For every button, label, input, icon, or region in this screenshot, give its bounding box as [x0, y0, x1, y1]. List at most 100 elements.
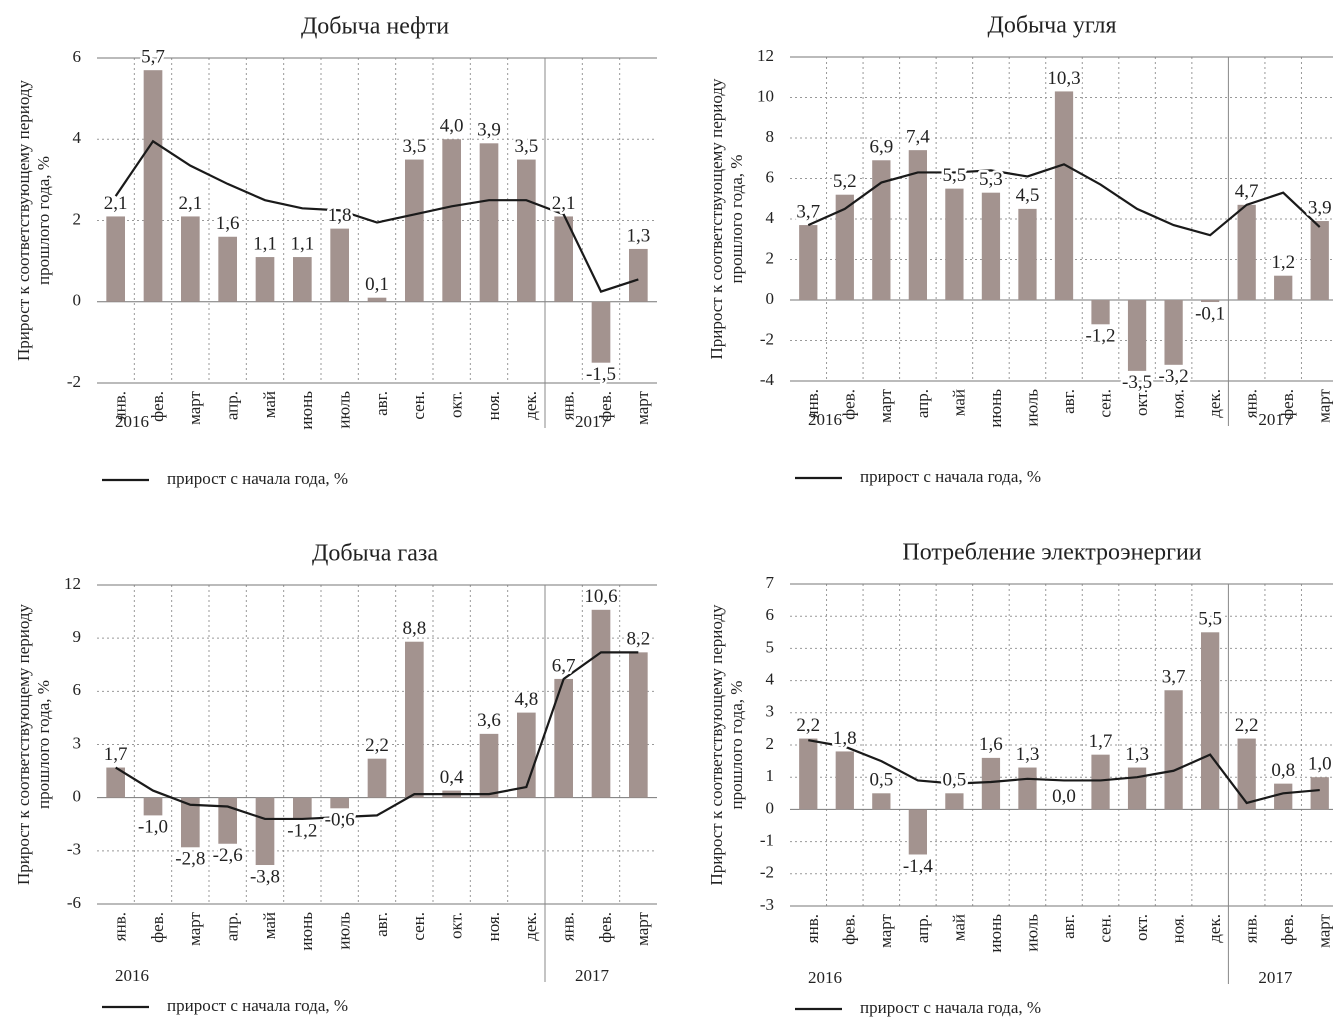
bar [908, 809, 927, 855]
x-tick-label: дек. [1205, 389, 1224, 418]
value-label: -3,5 [1122, 372, 1152, 393]
bar [1237, 204, 1256, 300]
x-tick-label: окт. [1132, 914, 1151, 941]
x-tick-label: июль [335, 391, 354, 429]
value-label: 3,9 [477, 120, 501, 141]
value-label: 0,1 [365, 274, 389, 295]
legend-label: прирост с начала года, % [167, 469, 348, 488]
bar [330, 228, 349, 302]
x-tick-label: фев. [840, 389, 859, 420]
value-label: 5,5 [1198, 609, 1222, 630]
bar [181, 216, 200, 302]
value-label: 3,7 [796, 201, 820, 222]
x-tick-label: июнь [986, 914, 1005, 953]
x-tick-label: март [185, 390, 204, 424]
y-axis-label: Прирост к соответствующему периоду [707, 78, 726, 360]
bar [367, 297, 387, 302]
x-tick-label: фев. [596, 391, 615, 422]
value-label: -0,1 [1195, 303, 1225, 324]
x-tick-label: ноя. [1169, 389, 1188, 418]
x-tick-label: май [949, 914, 968, 941]
value-label: 1,0 [1308, 754, 1332, 775]
bar [181, 797, 200, 848]
value-label: 0,5 [869, 770, 893, 791]
x-tick-label: апр. [913, 914, 932, 943]
x-tick-label: янв. [111, 912, 130, 941]
value-label: 1,8 [833, 728, 857, 749]
x-tick-label: авг. [1059, 389, 1078, 414]
chart-title: Потребление электроэнергии [902, 540, 1201, 566]
y-tick-label: -4 [760, 370, 775, 389]
x-tick-label: авг. [372, 912, 391, 937]
x-tick-label: март [633, 911, 652, 945]
y-tick-label: 4 [73, 128, 82, 147]
line-series [115, 651, 639, 821]
year-label: 2017 [1258, 968, 1293, 987]
bar [367, 758, 387, 798]
value-label: 2,1 [104, 193, 128, 214]
bar [981, 757, 1001, 810]
x-tick-label: ноя. [484, 912, 503, 941]
value-label: 3,9 [1308, 197, 1332, 218]
bar [591, 301, 611, 363]
value-label: 1,1 [253, 233, 277, 254]
bar [1237, 738, 1256, 810]
x-tick-label: май [260, 912, 279, 939]
bar [442, 139, 461, 302]
bar [835, 194, 854, 300]
bar [293, 797, 312, 819]
y-axis-label: прошлого года, % [727, 155, 746, 284]
bar [517, 159, 536, 302]
x-tick-label: окт. [447, 391, 466, 418]
bar [218, 236, 237, 302]
value-label: 1,6 [216, 213, 240, 234]
x-tick-label: сен. [1095, 914, 1114, 943]
value-label: 8,2 [626, 629, 650, 650]
x-tick-label: март [1315, 913, 1333, 947]
x-tick-label: окт. [447, 912, 466, 939]
y-tick-label: -1 [760, 831, 774, 850]
value-label: 0,0 [1052, 786, 1076, 807]
bar [629, 248, 648, 302]
bar [981, 192, 1001, 300]
chart-title: Добыча угля [987, 13, 1116, 39]
line-series [114, 139, 639, 293]
x-tick-label: июнь [297, 391, 316, 430]
y-tick-label: 6 [766, 167, 775, 186]
chart-panel: Добыча угля Прирост к соответствующему пе… [707, 13, 1333, 486]
x-tick-label: апр. [223, 391, 242, 420]
x-tick-label: июль [1022, 914, 1041, 952]
y-tick-label: 12 [64, 574, 81, 593]
chart-title: Добыча нефти [301, 14, 449, 40]
y-tick-label: 8 [766, 127, 775, 146]
bar [255, 257, 275, 302]
bar [1091, 754, 1110, 810]
x-tick-label: фев. [148, 391, 167, 422]
value-label: 0,8 [1271, 760, 1295, 781]
x-tick-label: янв. [559, 391, 578, 420]
x-tick-label: янв. [803, 389, 822, 418]
x-tick-label: июль [1022, 389, 1041, 427]
value-label: -3,2 [1159, 366, 1189, 387]
year-label: 2016 [808, 968, 842, 987]
value-label: 4,8 [514, 689, 538, 710]
x-tick-label: апр. [223, 912, 242, 941]
x-tick-label: июнь [986, 389, 1005, 428]
bar [143, 70, 163, 302]
y-tick-label: 4 [766, 670, 775, 689]
x-tick-label: март [185, 911, 204, 945]
legend-label: прирост с начала года, % [167, 996, 348, 1015]
y-tick-label: 5 [766, 637, 775, 656]
bar [591, 609, 611, 798]
x-tick-label: фев. [148, 912, 167, 943]
value-label: 3,7 [1162, 667, 1186, 688]
y-tick-label: 10 [757, 86, 774, 105]
chart-panel: Потребление электроэнергии Прирост к соот… [707, 540, 1333, 1017]
bar [908, 150, 927, 300]
bar [872, 793, 891, 810]
line-series [807, 163, 1321, 237]
value-label: 4,0 [440, 116, 464, 137]
bar [554, 216, 573, 302]
bar [330, 797, 349, 809]
y-tick-label: 2 [766, 734, 775, 753]
